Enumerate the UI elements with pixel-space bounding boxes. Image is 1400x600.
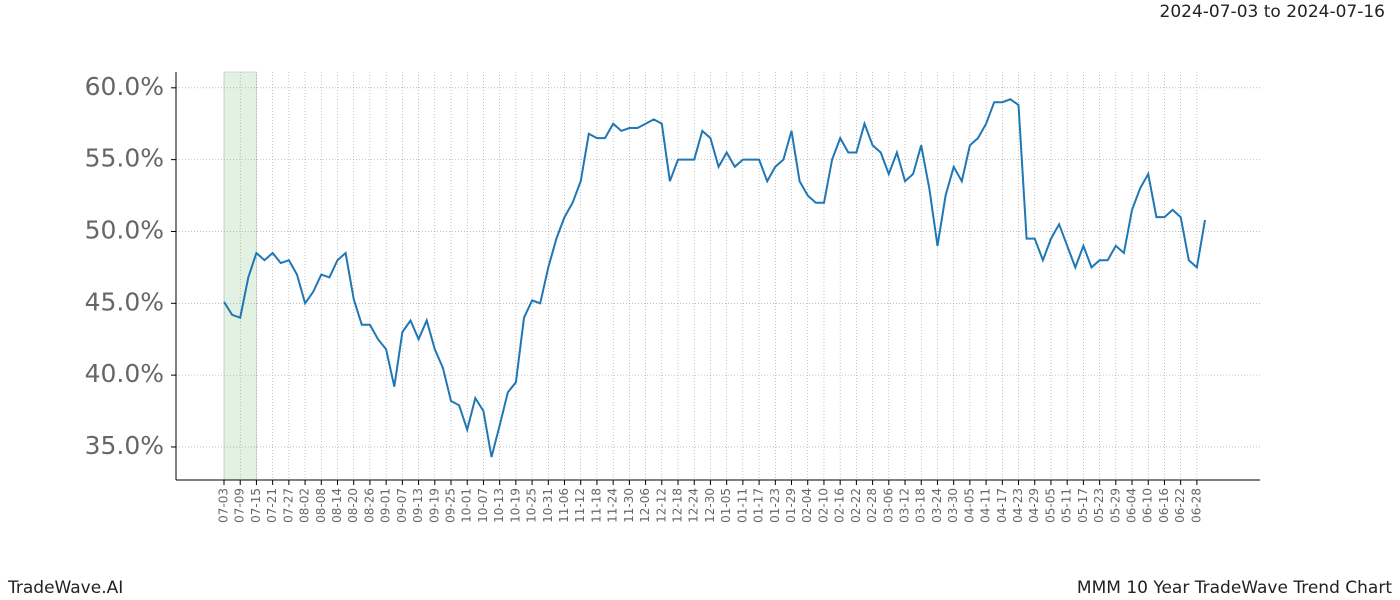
x-tick-label: 10-01 [460,488,474,523]
x-tick-label: 04-11 [979,488,993,523]
x-tick-label: 08-08 [314,488,328,523]
x-tick-label: 03-12 [898,488,912,523]
x-tick-label: 06-10 [1141,488,1155,523]
y-tick-label: 35.0% [85,431,164,460]
x-tick-label: 03-06 [881,488,895,523]
x-tick-label: 07-27 [281,488,295,523]
x-tick-label: 04-05 [962,488,976,523]
footer-left: TradeWave.AI [7,578,123,598]
x-tick-label: 11-24 [606,488,620,523]
x-tick-label: 12-12 [654,488,668,523]
footer-right: MMM 10 Year TradeWave Trend Chart [1077,578,1392,598]
chart-subtitle: 2024-07-03 to 2024-07-16 [1160,2,1385,22]
x-tick-label: 02-16 [833,488,847,523]
x-tick-label: 12-30 [703,488,717,523]
x-tick-label: 05-23 [1092,488,1106,523]
x-tick-label: 11-06 [557,488,571,523]
x-tick-label: 09-07 [395,488,409,523]
x-tick-label: 12-06 [638,488,652,523]
x-tick-label: 09-19 [427,488,441,523]
x-tick-label: 10-25 [525,488,539,523]
y-tick-label: 55.0% [85,144,164,173]
x-tick-label: 05-05 [1043,488,1057,523]
y-tick-label: 60.0% [85,72,164,101]
x-tick-label: 02-22 [849,488,863,523]
x-tick-label: 04-29 [1027,488,1041,523]
x-tick-label: 09-25 [444,488,458,523]
x-tick-label: 04-17 [995,488,1009,523]
line-series [223,98,1206,458]
x-tick-label: 07-15 [249,488,263,523]
x-tick-label: 09-13 [411,488,425,523]
x-tick-label: 09-01 [379,488,393,523]
x-tick-label: 03-18 [914,488,928,523]
x-tick-label: 06-16 [1157,488,1171,523]
x-tick-label: 10-07 [476,488,490,523]
x-tick-label: 10-13 [492,488,506,523]
x-tick-label: 05-17 [1076,488,1090,523]
x-tick-label: 03-30 [946,488,960,523]
x-tick-label: 08-26 [362,488,376,523]
x-tick-label: 07-09 [233,488,247,523]
x-tick-label: 05-29 [1108,488,1122,523]
x-tick-label: 06-28 [1189,488,1203,523]
x-tick-label: 10-31 [541,488,555,523]
x-tick-label: 12-18 [671,488,685,523]
x-tick-label: 12-24 [687,488,701,523]
x-tick-label: 07-21 [265,488,279,523]
x-tick-label: 01-29 [784,488,798,523]
y-tick-label: 45.0% [85,287,164,316]
x-tick-label: 08-14 [330,488,344,523]
x-tick-label: 06-22 [1173,488,1187,523]
x-tick-label: 07-03 [217,488,231,523]
x-tick-label: 11-12 [573,488,587,523]
x-tick-label: 06-04 [1125,488,1139,523]
x-tick-label: 05-11 [1060,488,1074,523]
x-tick-label: 08-02 [298,488,312,523]
x-tick-label: 04-23 [1011,488,1025,523]
x-tick-label: 10-19 [508,488,522,523]
x-tick-label: 03-24 [930,488,944,523]
x-tick-label: 01-05 [719,488,733,523]
x-tick-label: 01-23 [768,488,782,523]
x-tick-label: 02-28 [865,488,879,523]
x-tick-label: 02-10 [816,488,830,523]
x-tick-label: 11-30 [622,488,636,523]
x-tick-label: 08-20 [346,488,360,523]
x-tick-label: 01-17 [752,488,766,523]
x-tick-label: 11-18 [589,488,603,523]
x-tick-label: 01-11 [735,488,749,523]
x-tick-label: 02-04 [800,488,814,523]
y-tick-label: 40.0% [85,359,164,388]
y-tick-label: 50.0% [85,215,164,244]
